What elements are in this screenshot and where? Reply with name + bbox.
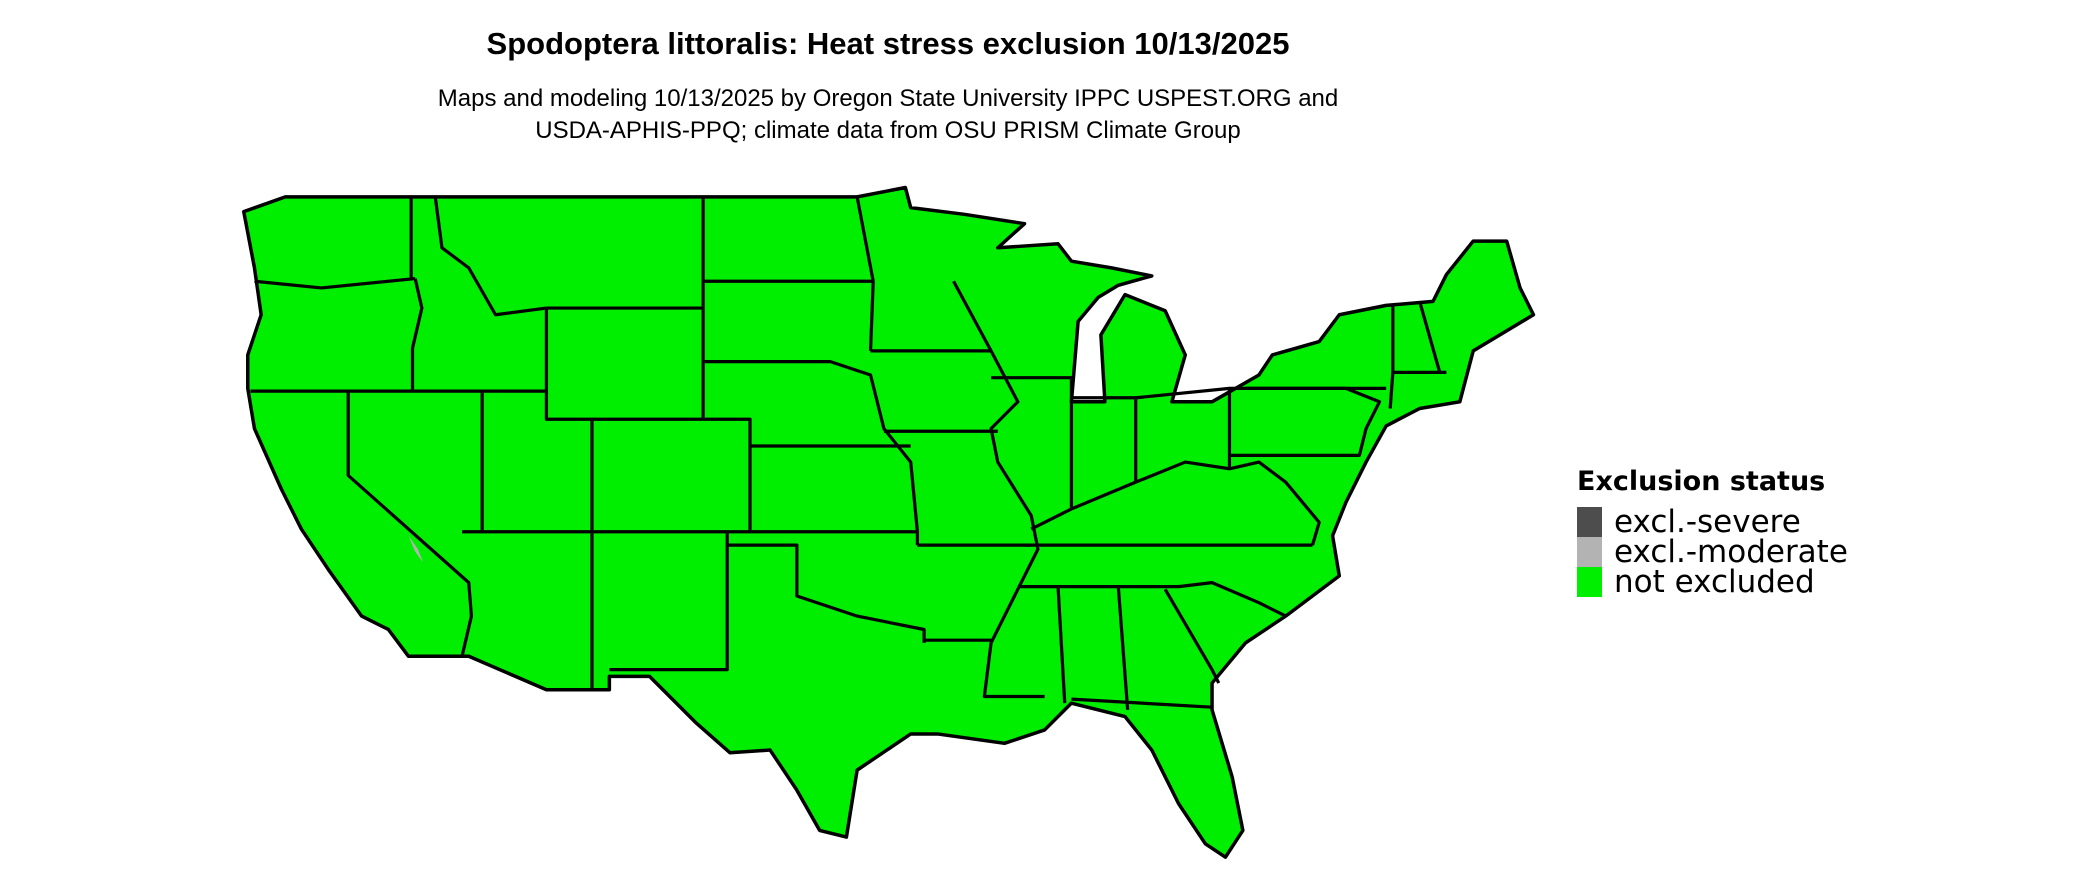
chart-title: Spodoptera littoralis: Heat stress exclu… xyxy=(486,26,1290,61)
chart-subtitle-line-2: USDA-APHIS-PPQ; climate data from OSU PR… xyxy=(535,117,1241,144)
legend-item-severe: excl.-severe xyxy=(1577,504,1801,540)
conus-landmass xyxy=(242,185,1536,859)
excl-moderate-patch xyxy=(408,535,424,563)
state-borders xyxy=(250,196,1447,710)
chart-subtitle-line-1: Maps and modeling 10/13/2025 by Oregon S… xyxy=(437,85,1339,112)
legend-label: not excluded xyxy=(1614,564,1815,600)
legend-swatch xyxy=(1577,537,1602,567)
legend-swatch xyxy=(1577,507,1602,537)
legend-label: excl.-severe xyxy=(1614,504,1801,540)
legend-title: Exclusion status xyxy=(1577,466,1826,497)
legend-item-moderate: excl.-moderate xyxy=(1577,534,1848,570)
legend-label: excl.-moderate xyxy=(1614,534,1848,570)
legend-item-not-excluded: not excluded xyxy=(1577,564,1815,600)
legend-swatch xyxy=(1577,567,1602,597)
